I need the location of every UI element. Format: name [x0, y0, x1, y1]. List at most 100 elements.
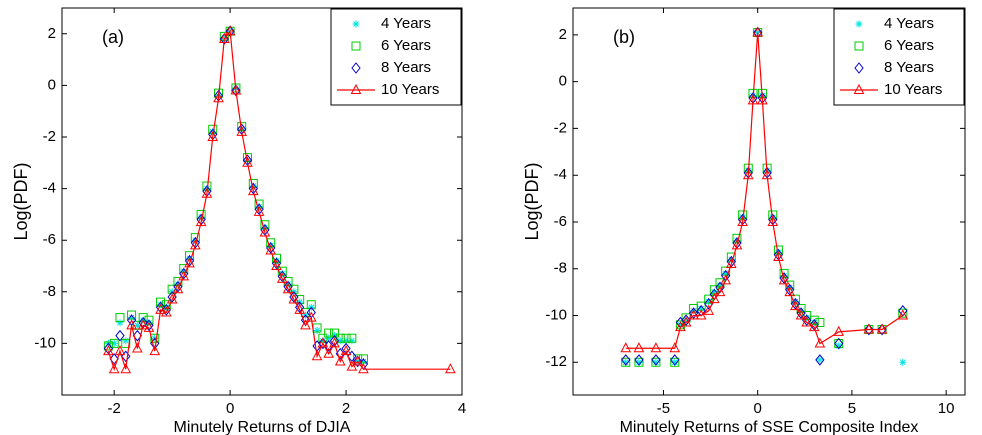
- marker: [122, 337, 130, 345]
- marker: [725, 257, 737, 269]
- marker: [742, 169, 754, 180]
- marker: [161, 306, 172, 317]
- marker: [863, 323, 875, 334]
- marker: [126, 319, 137, 330]
- marker: [185, 251, 195, 261]
- marker: [779, 268, 789, 278]
- marker: [218, 32, 230, 43]
- y-tick-label: -6: [554, 213, 567, 230]
- marker: [300, 307, 310, 317]
- marker: [809, 319, 819, 331]
- marker: [259, 226, 271, 237]
- marker: [752, 26, 764, 37]
- marker: [329, 328, 339, 338]
- marker: [236, 125, 248, 136]
- y-tick-label: -8: [554, 260, 567, 277]
- x-tick-label: -5: [657, 400, 670, 417]
- marker: [317, 337, 329, 348]
- marker: [116, 319, 124, 327]
- marker: [635, 358, 643, 366]
- marker: [722, 269, 730, 277]
- marker: [128, 314, 136, 322]
- marker: [190, 239, 201, 250]
- marker: [834, 337, 844, 350]
- y-tick-label: -10: [545, 306, 567, 323]
- marker: [155, 303, 166, 314]
- marker: [651, 357, 661, 367]
- marker: [778, 274, 790, 285]
- marker: [726, 255, 736, 268]
- x-axis-label: Minutely Returns of SSE Composite Index: [620, 419, 919, 435]
- y-tick-label: 0: [559, 73, 567, 90]
- marker: [876, 323, 888, 334]
- marker: [242, 156, 253, 167]
- marker: [173, 280, 183, 293]
- marker: [352, 355, 363, 366]
- series-line: [107, 29, 451, 372]
- y-tick-label: 2: [559, 26, 567, 43]
- marker: [195, 216, 207, 227]
- marker: [790, 300, 801, 311]
- marker: [634, 354, 644, 366]
- marker: [306, 300, 316, 310]
- marker: [670, 354, 680, 366]
- marker: [260, 224, 270, 236]
- marker: [773, 248, 784, 261]
- marker: [271, 253, 281, 263]
- marker: [325, 334, 333, 342]
- marker: [132, 329, 143, 342]
- marker: [120, 363, 132, 374]
- y-axis-label: Log(PDF): [11, 162, 31, 240]
- marker: [682, 316, 690, 324]
- marker: [358, 363, 369, 374]
- marker: [801, 316, 813, 327]
- marker: [334, 355, 346, 366]
- marker: [853, 83, 865, 94]
- marker: [318, 337, 328, 350]
- marker: [115, 313, 125, 323]
- marker: [352, 20, 360, 28]
- marker: [445, 363, 456, 374]
- y-tick-label: 0: [48, 76, 56, 93]
- marker: [324, 328, 334, 338]
- marker: [341, 342, 351, 355]
- marker: [688, 307, 699, 319]
- marker: [103, 341, 113, 351]
- marker: [710, 288, 718, 296]
- x-tick-label: -2: [108, 400, 121, 417]
- marker: [149, 345, 161, 356]
- marker: [247, 185, 259, 196]
- marker: [271, 259, 282, 270]
- x-tick-label: 10: [938, 400, 955, 417]
- marker: [795, 309, 807, 320]
- panel-label: (a): [102, 27, 124, 47]
- marker: [282, 283, 294, 294]
- marker: [294, 303, 306, 314]
- marker: [341, 333, 351, 343]
- marker: [737, 215, 748, 226]
- marker: [899, 358, 907, 366]
- marker: [190, 233, 200, 243]
- marker: [260, 220, 270, 230]
- marker: [676, 321, 684, 329]
- legend-label: 10 Years: [884, 81, 942, 98]
- marker: [305, 311, 317, 322]
- marker: [621, 354, 631, 366]
- marker: [898, 308, 908, 318]
- marker: [109, 338, 119, 348]
- marker: [726, 252, 736, 262]
- marker: [703, 304, 715, 315]
- legend-box: [833, 8, 965, 106]
- marker: [266, 238, 276, 248]
- marker: [266, 242, 276, 254]
- marker: [650, 342, 662, 353]
- marker: [276, 272, 288, 283]
- legend-label: 4 Years: [884, 15, 934, 32]
- marker: [621, 357, 631, 367]
- marker: [731, 239, 743, 250]
- marker: [651, 354, 661, 366]
- marker: [854, 62, 864, 74]
- marker: [704, 294, 714, 304]
- marker: [253, 205, 265, 216]
- marker: [814, 337, 826, 348]
